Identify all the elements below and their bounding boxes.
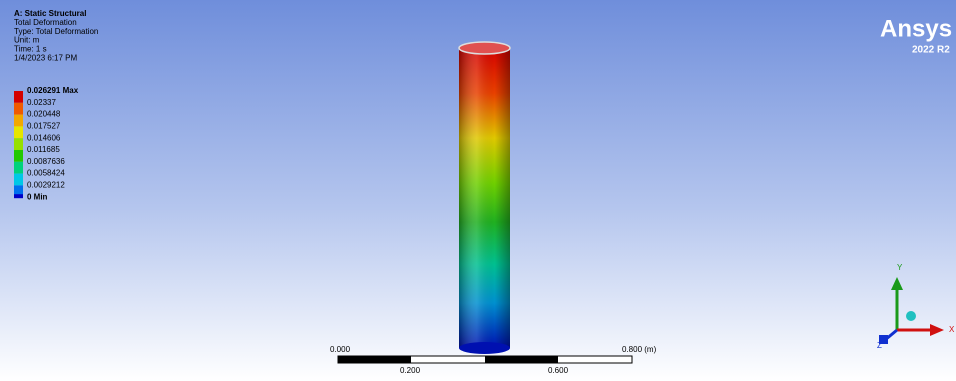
- triad-x-label: X: [949, 325, 955, 334]
- legend-label: 0.0029212: [27, 181, 65, 190]
- scale-label: 0.000: [330, 345, 351, 354]
- triad-z-label: Z: [877, 341, 882, 350]
- cylinder-bottom: [459, 342, 510, 354]
- scale-segment: [485, 356, 558, 363]
- legend-swatch: [14, 115, 23, 127]
- triad-sphere: [906, 311, 916, 321]
- legend-label: 0.017527: [27, 122, 61, 131]
- legend-swatch: [14, 162, 23, 174]
- legend-label: 0.020448: [27, 110, 61, 119]
- legend-label: 0.011685: [27, 145, 60, 154]
- scale-label: 0.600: [548, 366, 569, 375]
- header-line: 1/4/2023 6:17 PM: [14, 53, 77, 62]
- legend-swatch: [14, 103, 23, 115]
- triad-y-label: Y: [897, 263, 903, 272]
- legend-swatch: [14, 194, 23, 198]
- logo-name: Ansys: [880, 15, 952, 42]
- logo-version: 2022 R2: [912, 45, 950, 56]
- scale-segment: [338, 356, 411, 363]
- cylinder-shade: [459, 48, 510, 348]
- header-line: Total Deformation: [14, 18, 77, 27]
- legend-swatch: [14, 174, 23, 186]
- model: [459, 42, 510, 354]
- legend-swatch: [14, 150, 23, 162]
- header-line: Type: Total Deformation: [14, 27, 98, 36]
- legend-label: 0.02337: [27, 98, 56, 107]
- header-line: Time: 1 s: [14, 45, 47, 54]
- header-line: Unit: m: [14, 36, 40, 45]
- viewport: A: Static Structural Total DeformationTy…: [0, 0, 956, 381]
- legend-label: 0.0058424: [27, 169, 65, 178]
- legend-swatch: [14, 126, 23, 138]
- legend-label: 0.014606: [27, 133, 61, 142]
- scale-label: 0.800 (m): [622, 345, 657, 354]
- legend-swatch: [14, 138, 23, 150]
- scale-label: 0.200: [400, 366, 421, 375]
- legend-label: 0 Min: [27, 192, 48, 201]
- legend-label: 0.026291 Max: [27, 86, 79, 95]
- legend-label: 0.0087636: [27, 157, 65, 166]
- cylinder-top: [459, 42, 510, 54]
- legend-swatch: [14, 91, 23, 103]
- header-title: A: Static Structural: [14, 9, 86, 18]
